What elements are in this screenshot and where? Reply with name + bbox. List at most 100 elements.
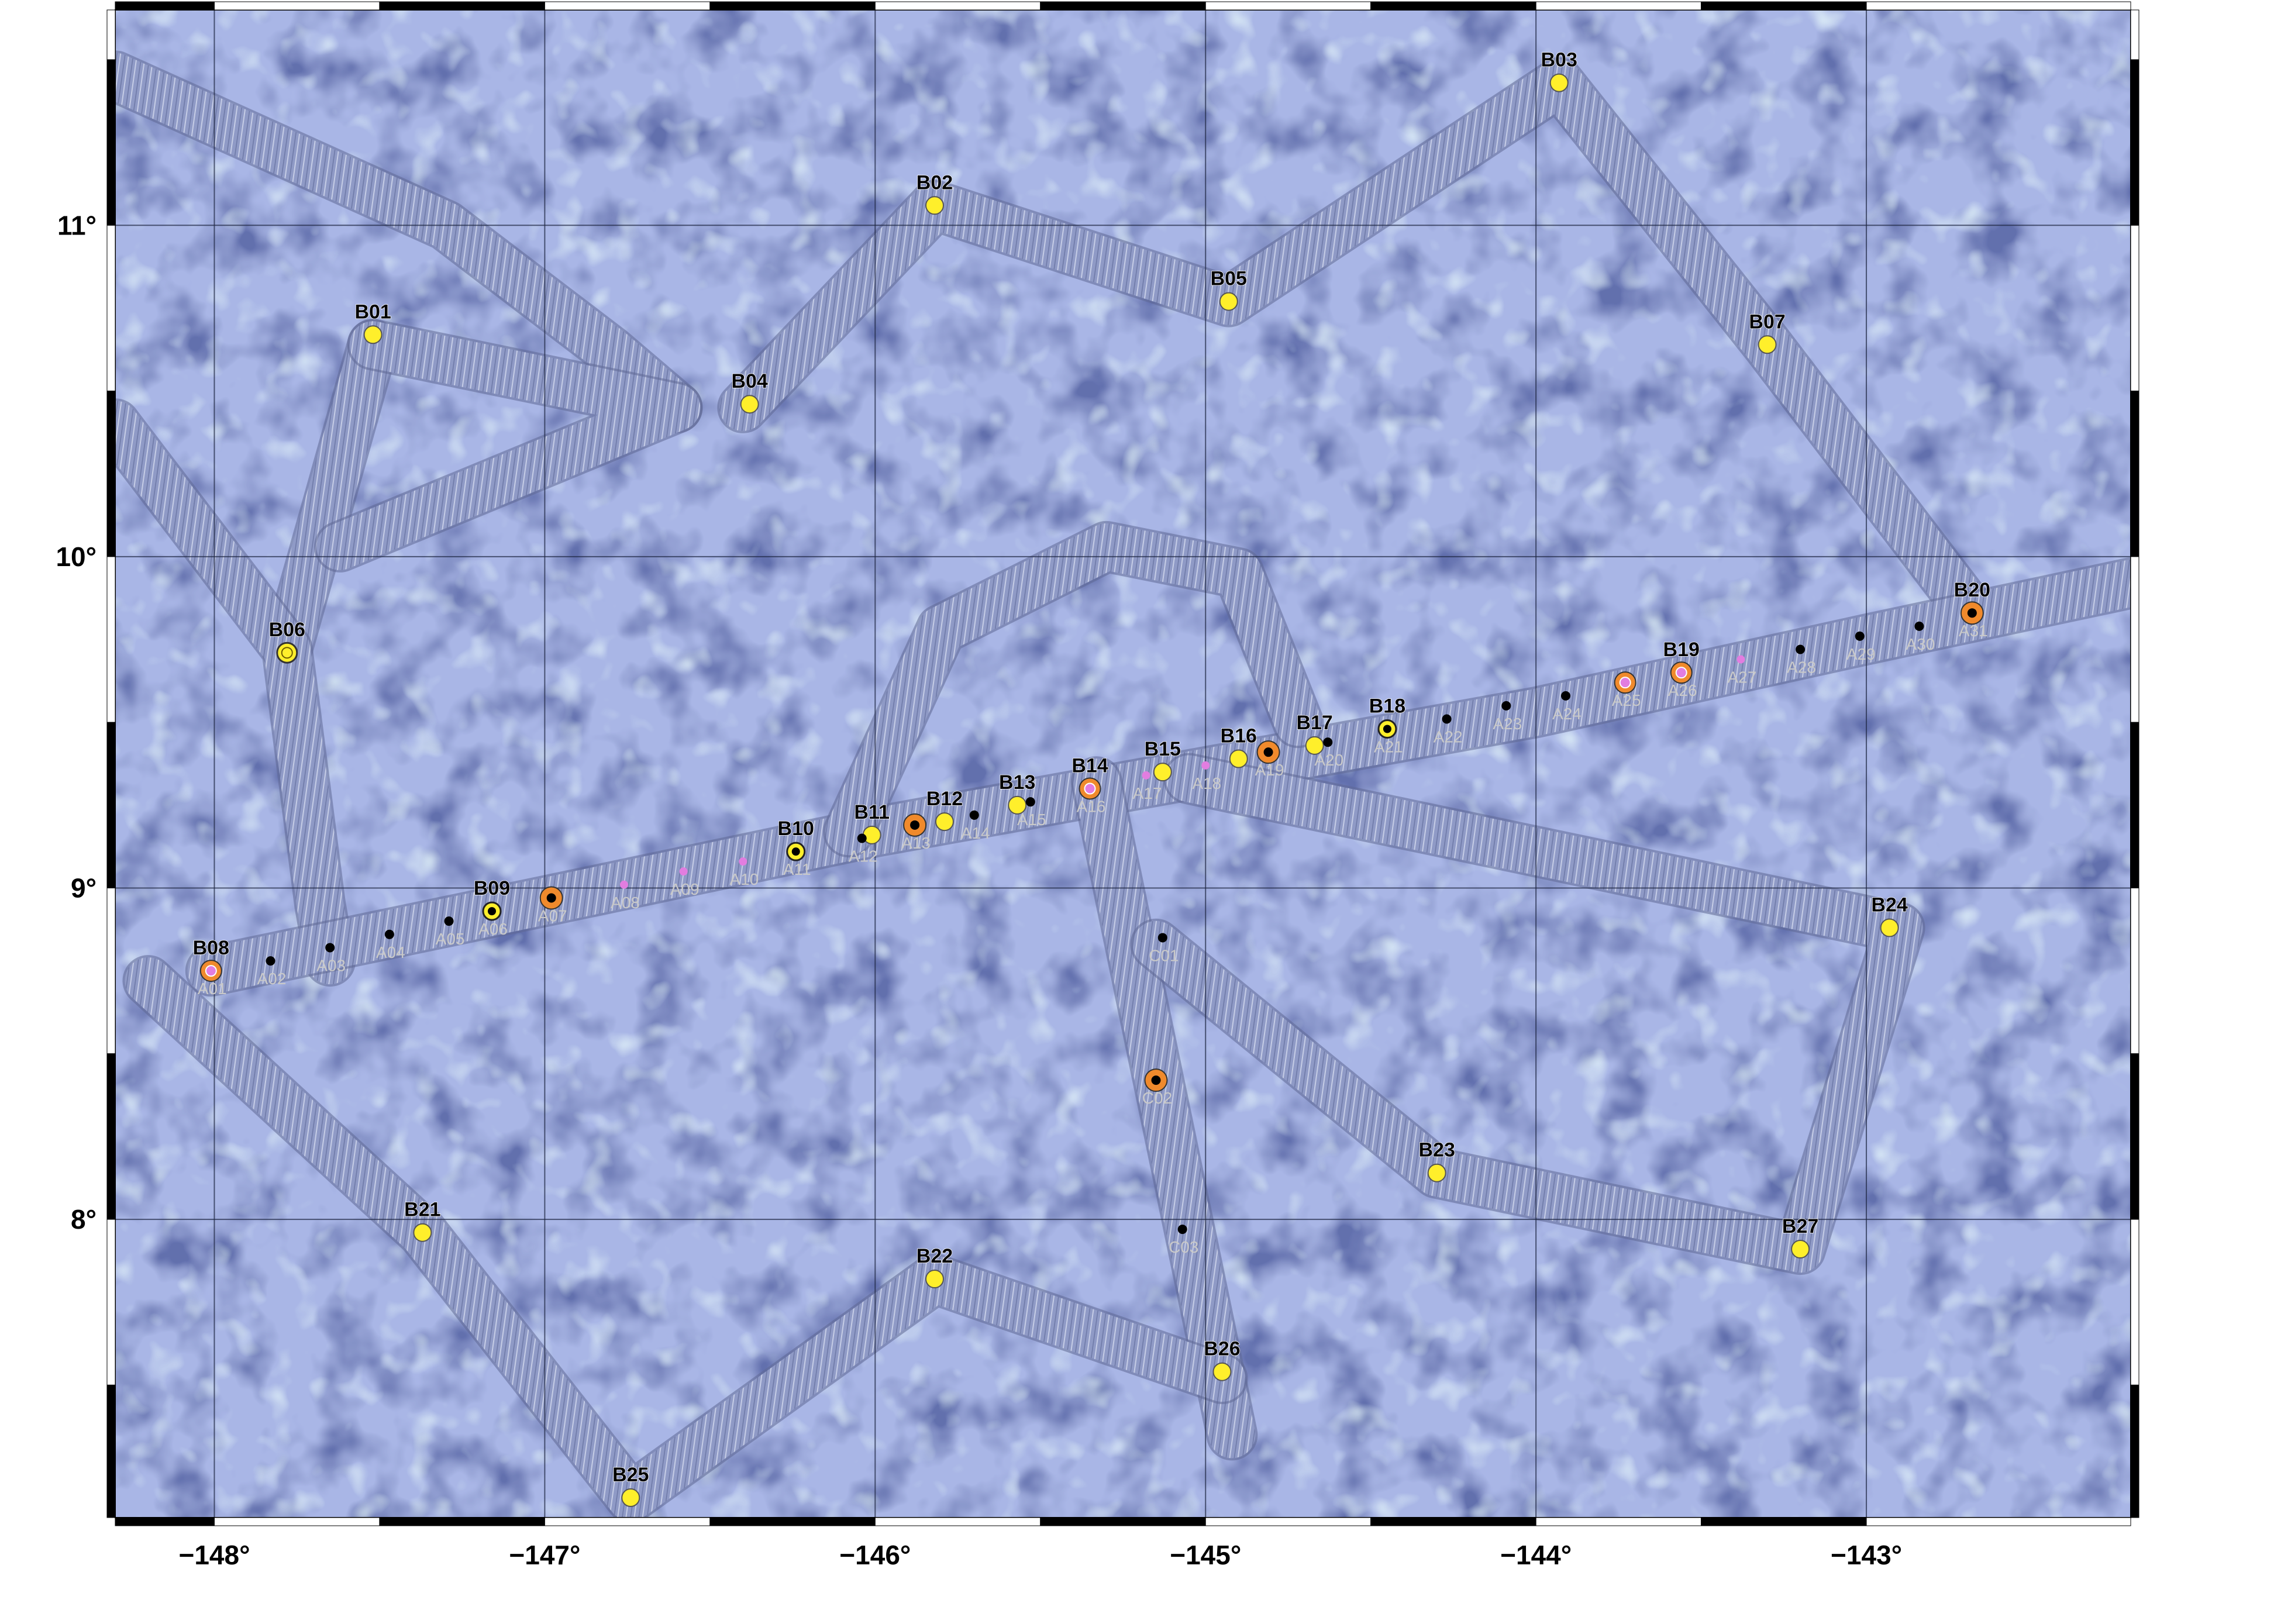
- frame-segment-bottom: [1866, 1517, 2131, 1526]
- station-label: B08: [193, 937, 229, 959]
- station-marker: [1549, 73, 1569, 92]
- frame-segment-left: [106, 1053, 116, 1220]
- station-marker: [1229, 749, 1248, 768]
- station-label: A28: [1787, 658, 1816, 677]
- station-b07: B07: [1749, 311, 1786, 354]
- station-label: B18: [1369, 695, 1405, 718]
- station-b04: B04: [731, 370, 769, 414]
- station-label: B25: [612, 1464, 649, 1486]
- longitude-label: −144°: [1500, 1540, 1572, 1570]
- station-center-dot: [1383, 725, 1391, 733]
- station-label: B02: [917, 171, 953, 194]
- station-label: B21: [404, 1199, 440, 1221]
- station-label: B10: [778, 818, 814, 840]
- station-a10: A10: [729, 857, 759, 888]
- station-marker: [1025, 797, 1035, 807]
- frame-segment-bottom: [1701, 1517, 1867, 1526]
- station-marker: [1855, 631, 1865, 641]
- station-a01: A01: [198, 980, 227, 998]
- station-marker: [1796, 644, 1806, 654]
- station-marker: [857, 833, 867, 843]
- frame-segment-top: [1535, 1, 1702, 11]
- station-marker: [413, 1223, 432, 1242]
- station-inner-ring: [281, 647, 293, 659]
- station-label: B07: [1749, 311, 1785, 333]
- station-a20: A20: [1314, 737, 1343, 769]
- station-b15: B15: [1144, 737, 1181, 782]
- station-marker: [935, 812, 954, 832]
- station-label: A15: [1017, 811, 1046, 829]
- station-center-dot: [205, 965, 217, 977]
- station-label: A05: [436, 930, 465, 948]
- swath-track-3: [316, 321, 701, 570]
- station-a27: A27: [1727, 655, 1756, 687]
- frame-segment-bottom: [709, 1517, 876, 1526]
- station-label: A04: [376, 943, 405, 961]
- frame-segment-top: [213, 1, 380, 11]
- station-marker: [1153, 763, 1172, 782]
- station-marker: [1142, 771, 1150, 780]
- station-label: B19: [1663, 639, 1700, 661]
- station-label: A19: [1255, 761, 1284, 779]
- station-label: B15: [1145, 738, 1181, 760]
- station-a13: A13: [901, 813, 931, 852]
- station-center-dot: [791, 847, 800, 856]
- latitude-label: 8°: [71, 1204, 97, 1235]
- frame-segment-right: [2130, 722, 2139, 888]
- frame-segment-right: [2130, 887, 2139, 1054]
- station-label: B17: [1296, 712, 1332, 734]
- station-b18: B18: [1369, 695, 1406, 739]
- station-label: A10: [729, 870, 759, 888]
- station-b09: B09: [473, 877, 511, 921]
- station-marker: [1157, 933, 1167, 943]
- station-label: B20: [1954, 579, 1990, 601]
- frame-segment-bottom: [1535, 1517, 1702, 1526]
- station-b20: B20: [1953, 578, 1991, 625]
- latitude-labels: 8° 9° 10° 11°: [56, 210, 97, 1235]
- station-marker: [621, 1488, 640, 1508]
- station-b22: B22: [916, 1244, 953, 1289]
- station-center-dot: [1619, 677, 1631, 689]
- station-center-dot: [546, 893, 556, 903]
- station-marker: [1177, 1225, 1187, 1235]
- frame-segment-bottom: [1040, 1517, 1206, 1526]
- swath-track-2: [263, 321, 397, 673]
- frame-segment-top: [874, 1, 1041, 11]
- station-marker: [862, 825, 881, 844]
- frame-segment-right: [2130, 1384, 2139, 1518]
- station-marker: [1442, 714, 1452, 724]
- station-marker: [619, 880, 628, 889]
- station-marker: [1736, 655, 1745, 664]
- station-a29: A29: [1846, 631, 1876, 663]
- station-a30: A30: [1906, 621, 1935, 653]
- station-label: A27: [1727, 668, 1756, 687]
- station-a16: A16: [1077, 797, 1106, 815]
- station-label: A02: [257, 970, 287, 988]
- station-a07: A07: [538, 886, 567, 925]
- station-center-dot: [1675, 667, 1687, 679]
- station-b21: B21: [404, 1198, 441, 1242]
- longitude-label: −146°: [839, 1540, 911, 1570]
- station-marker: [444, 916, 454, 926]
- station-marker: [384, 929, 394, 939]
- longitude-label: −143°: [1831, 1540, 1902, 1570]
- station-b19: B19: [1663, 638, 1700, 684]
- frame-segment-left: [106, 391, 116, 557]
- station-a17: A17: [1133, 771, 1162, 802]
- station-label: A16: [1077, 797, 1106, 815]
- frame-segment-top: [709, 1, 876, 11]
- stations: B01 B02 B03 B04 B05 B06 B07 B08 B09 B10 B11 B12 B13 B…: [192, 49, 1991, 1508]
- swath-track-8: [1073, 758, 1256, 1459]
- station-marker: [969, 810, 979, 820]
- station-a02: A02: [257, 956, 287, 988]
- station-marker: [325, 943, 335, 953]
- frame-segment-right: [2130, 225, 2139, 392]
- frame-segment-top: [1040, 1, 1206, 11]
- station-a19: A19: [1255, 740, 1284, 779]
- frame-segment-left: [106, 887, 116, 1054]
- frame-segment-top: [1370, 1, 1536, 11]
- frame-segment-right: [2130, 391, 2139, 557]
- station-label: A29: [1846, 645, 1876, 663]
- frame-segment-top: [1701, 1, 1867, 11]
- station-label: A18: [1192, 774, 1221, 792]
